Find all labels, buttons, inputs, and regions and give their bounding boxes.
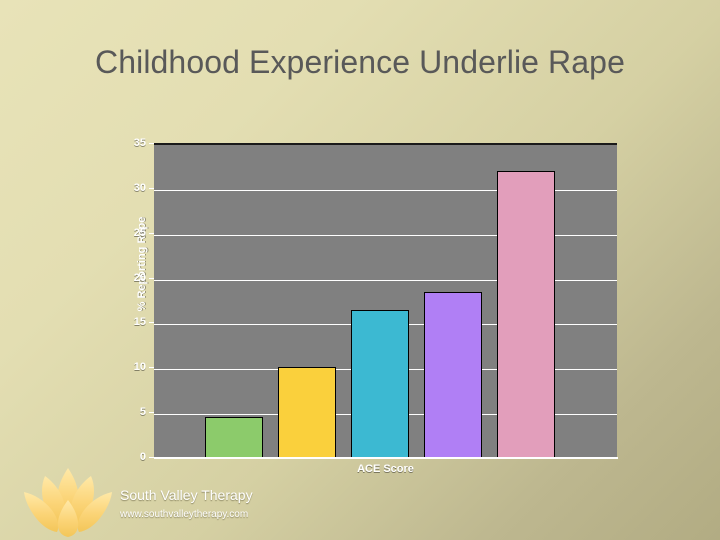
y-tick-label: 20 <box>133 271 146 284</box>
y-tick-mark <box>149 322 154 324</box>
bar-1 <box>277 366 337 459</box>
bar-0 <box>205 416 264 459</box>
x-axis-label: ACE Score <box>357 463 414 475</box>
gridline <box>154 279 617 281</box>
y-tick-label: 5 <box>139 406 146 419</box>
y-tick-label: 10 <box>133 361 146 374</box>
gridline <box>154 234 617 236</box>
y-tick-mark <box>149 143 154 144</box>
page-title: Childhood Experience Underlie Rape <box>95 44 625 80</box>
y-tick-mark <box>149 277 154 279</box>
plot-area <box>154 143 617 459</box>
y-tick-mark <box>149 412 154 414</box>
y-tick-mark <box>149 232 154 234</box>
brand-name: South Valley Therapy <box>120 487 253 503</box>
y-tick-label: 30 <box>133 181 146 194</box>
bar-series <box>154 145 617 459</box>
bar-4 <box>496 171 556 459</box>
gridline <box>154 189 617 191</box>
brand-url[interactable]: www.southvalleytherapy.com <box>120 509 249 520</box>
y-tick-label: 0 <box>139 451 146 463</box>
lotus-flower-icon <box>24 468 112 537</box>
bar-chart: % Reporting Rape 0 5 10 15 20 25 30 35 ACE Scor… <box>96 130 624 475</box>
x-axis-line <box>154 457 618 459</box>
y-tick-mark <box>149 187 154 189</box>
y-tick-mark <box>149 457 154 458</box>
bar-2 <box>350 310 410 459</box>
y-tick-mark <box>149 367 154 369</box>
y-axis-ticks: 0 5 10 15 20 25 30 35 <box>96 130 154 475</box>
bar-3 <box>423 292 483 459</box>
y-tick-label: 25 <box>133 226 146 239</box>
y-tick-label: 35 <box>133 137 146 149</box>
y-tick-label: 15 <box>133 316 146 329</box>
